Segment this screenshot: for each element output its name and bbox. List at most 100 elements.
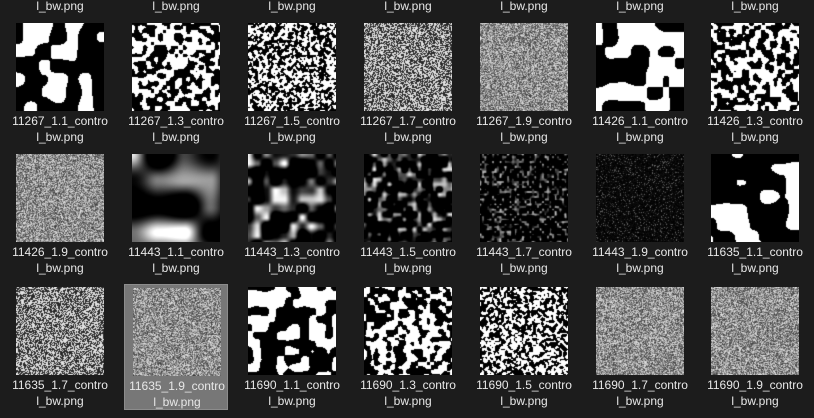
file-tile[interactable]: 11635_1.9_contro l_bw.png	[124, 284, 228, 410]
file-name-line1: 11690_1.5_contro	[476, 378, 572, 392]
file-caption[interactable]: 11443_1.9_contro l_bw.png	[588, 244, 692, 276]
file-name-line1: 11443_1.5_contro	[360, 245, 456, 259]
file-tile[interactable]: 11690_1.1_contro l_bw.png	[240, 284, 344, 410]
file-caption[interactable]: 11426_1.1_contro l_bw.png	[588, 113, 692, 145]
file-thumbnail[interactable]	[133, 288, 221, 376]
file-tile[interactable]: 11443_1.9_contro l_bw.png	[588, 151, 692, 277]
file-tile[interactable]: 11443_1.3_contro l_bw.png	[240, 151, 344, 277]
thumbnail-image	[132, 23, 220, 111]
file-caption[interactable]: 11690_1.3_contro l_bw.png	[356, 377, 460, 409]
file-caption[interactable]: 11690_1.5_contro l_bw.png	[472, 377, 576, 409]
thumbnail-image	[596, 23, 684, 111]
file-name-line2: l_bw.png	[384, 130, 432, 144]
file-name-line1: 11443_1.3_contro	[244, 245, 340, 259]
file-caption[interactable]: 11635_1.9_contro l_bw.png	[125, 378, 229, 410]
file-caption[interactable]: 11690_1.7_contro l_bw.png	[588, 377, 692, 409]
file-caption[interactable]: 11426_1.3_contro l_bw.png	[703, 113, 807, 145]
file-thumbnail[interactable]	[248, 287, 336, 375]
file-thumbnail[interactable]	[596, 287, 684, 375]
file-caption[interactable]: 11443_1.7_contro l_bw.png	[472, 244, 576, 276]
file-caption[interactable]: 11426_1.9_contro l_bw.png	[8, 244, 112, 276]
file-thumbnail[interactable]	[364, 23, 452, 111]
file-thumbnail[interactable]	[132, 23, 220, 111]
file-name-line1: 11267_1.9_contro	[476, 114, 572, 128]
file-caption[interactable]: 11267_1.3_contro l_bw.png	[124, 113, 228, 145]
file-caption[interactable]: 11443_1.5_contro l_bw.png	[356, 244, 460, 276]
file-caption-partial[interactable]: l_bw.png	[152, 0, 200, 13]
file-name-line2: l_bw.png	[36, 130, 84, 144]
file-tile[interactable]: 11690_1.7_contro l_bw.png	[588, 284, 692, 410]
file-name-line1: 11635_1.7_contro	[12, 378, 108, 392]
file-caption[interactable]: 11635_1.7_contro l_bw.png	[8, 377, 112, 409]
file-name-line2: l_bw.png	[731, 130, 779, 144]
file-thumbnail[interactable]	[596, 23, 684, 111]
file-tile[interactable]: 11267_1.5_contro l_bw.png	[240, 20, 344, 146]
file-name-line2: l_bw.png	[268, 130, 316, 144]
file-tile[interactable]: 11426_1.1_contro l_bw.png	[588, 20, 692, 146]
file-tile[interactable]: 11690_1.3_contro l_bw.png	[356, 284, 460, 410]
file-caption[interactable]: 11267_1.9_contro l_bw.png	[472, 113, 576, 145]
thumbnail-image	[364, 287, 452, 375]
file-caption[interactable]: 11635_1.1_contro l_bw.png	[703, 244, 807, 276]
file-thumbnail[interactable]	[16, 23, 104, 111]
file-caption[interactable]: 11267_1.7_contro l_bw.png	[356, 113, 460, 145]
file-tile[interactable]: 11690_1.5_contro l_bw.png	[472, 284, 576, 410]
file-name-line2: l_bw.png	[616, 130, 664, 144]
file-thumbnail[interactable]	[711, 287, 799, 375]
file-caption[interactable]: 11443_1.1_contro l_bw.png	[124, 244, 228, 276]
file-tile[interactable]: 11426_1.3_contro l_bw.png	[703, 20, 807, 146]
file-tile[interactable]: 11690_1.9_contro l_bw.png	[703, 284, 807, 410]
file-caption[interactable]: 11690_1.9_contro l_bw.png	[703, 377, 807, 409]
file-tile[interactable]: 11426_1.9_contro l_bw.png	[8, 151, 112, 277]
file-thumbnail[interactable]	[711, 23, 799, 111]
thumbnail-image	[596, 154, 684, 242]
file-thumbnail[interactable]	[16, 287, 104, 375]
file-thumbnail[interactable]	[248, 23, 336, 111]
file-caption-partial[interactable]: l_bw.png	[500, 0, 548, 13]
file-thumbnail[interactable]	[248, 154, 336, 242]
file-thumbnail[interactable]	[364, 154, 452, 242]
file-thumbnail[interactable]	[596, 154, 684, 242]
thumbnail-image	[16, 23, 104, 111]
file-tile[interactable]: 11267_1.9_contro l_bw.png	[472, 20, 576, 146]
file-caption-partial[interactable]: l_bw.png	[268, 0, 316, 13]
file-caption-partial[interactable]: l_bw.png	[731, 0, 779, 13]
file-tile[interactable]: 11443_1.7_contro l_bw.png	[472, 151, 576, 277]
file-name-line1: 11690_1.7_contro	[592, 378, 688, 392]
file-tile[interactable]: 11635_1.7_contro l_bw.png	[8, 284, 112, 410]
file-caption-partial[interactable]: l_bw.png	[384, 0, 432, 13]
thumbnail-image	[248, 23, 336, 111]
file-tile[interactable]: 11443_1.1_contro l_bw.png	[124, 151, 228, 277]
thumbnail-image	[711, 23, 799, 111]
file-name-line1: 11426_1.9_contro	[12, 245, 108, 259]
file-thumbnail[interactable]	[480, 23, 568, 111]
file-name-line2: l_bw.png	[384, 261, 432, 275]
file-tile[interactable]: 11267_1.3_contro l_bw.png	[124, 20, 228, 146]
file-caption[interactable]: 11267_1.1_contro l_bw.png	[8, 113, 112, 145]
file-name-line1: 11267_1.3_contro	[128, 114, 224, 128]
file-thumbnail[interactable]	[480, 154, 568, 242]
thumbnail-image	[133, 288, 221, 376]
file-caption[interactable]: 11443_1.3_contro l_bw.png	[240, 244, 344, 276]
thumbnail-image	[711, 287, 799, 375]
file-tile[interactable]: 11267_1.7_contro l_bw.png	[356, 20, 460, 146]
file-thumbnail[interactable]	[364, 287, 452, 375]
file-name-line2: l_bw.png	[616, 261, 664, 275]
thumbnail-image	[248, 287, 336, 375]
file-name-line2: l_bw.png	[731, 394, 779, 408]
file-caption[interactable]: 11690_1.1_contro l_bw.png	[240, 377, 344, 409]
file-caption-partial[interactable]: l_bw.png	[616, 0, 664, 13]
file-caption[interactable]: 11267_1.5_contro l_bw.png	[240, 113, 344, 145]
file-thumbnail[interactable]	[711, 154, 799, 242]
file-name-line2: l_bw.png	[500, 394, 548, 408]
file-tile[interactable]: 11443_1.5_contro l_bw.png	[356, 151, 460, 277]
file-caption-partial[interactable]: l_bw.png	[36, 0, 84, 13]
file-thumbnail[interactable]	[132, 154, 220, 242]
file-tile[interactable]: 11267_1.1_contro l_bw.png	[8, 20, 112, 146]
file-thumbnail[interactable]	[480, 287, 568, 375]
file-tile[interactable]: 11635_1.1_contro l_bw.png	[703, 151, 807, 277]
thumbnail-image	[16, 287, 104, 375]
file-name-line1: 11443_1.9_contro	[592, 245, 688, 259]
file-thumbnail[interactable]	[16, 154, 104, 242]
